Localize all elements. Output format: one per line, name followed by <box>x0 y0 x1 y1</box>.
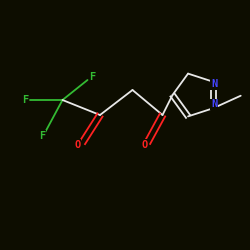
Text: F: F <box>22 95 28 105</box>
Text: F: F <box>90 72 96 83</box>
Text: F: F <box>39 131 46 141</box>
Text: O: O <box>74 140 80 150</box>
Text: N: N <box>211 100 218 110</box>
Text: N: N <box>211 79 218 89</box>
Text: O: O <box>142 140 148 150</box>
